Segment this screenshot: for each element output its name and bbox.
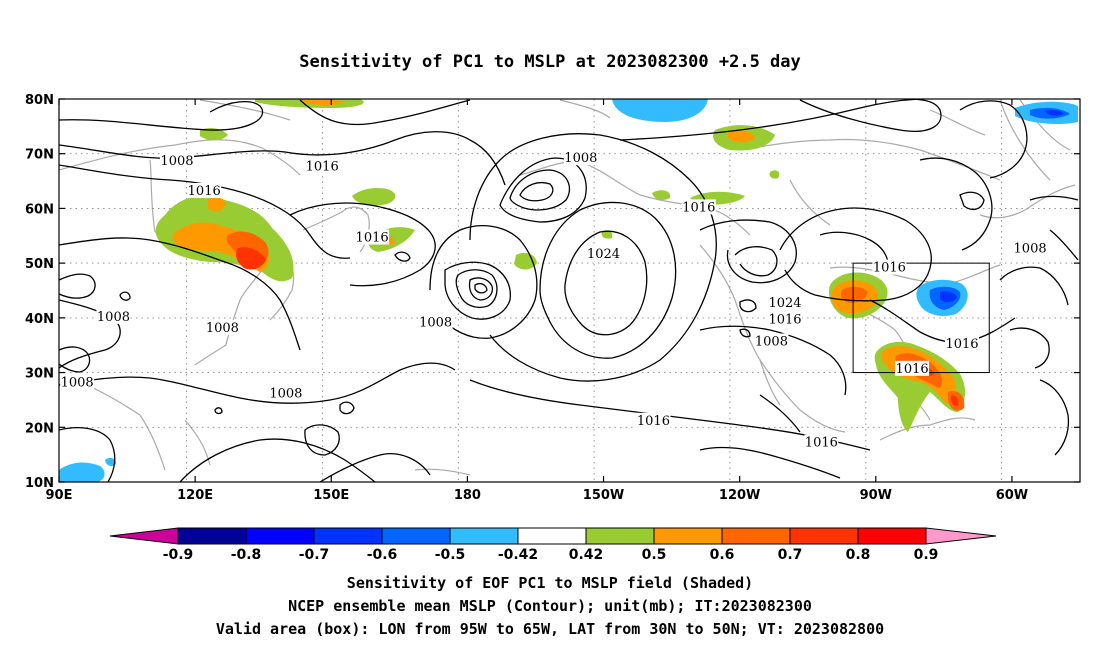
contour-label: 1016: [873, 261, 906, 276]
x-tick-label: 150W: [583, 488, 624, 503]
colorbar: -0.9 -0.8 -0.7 -0.6 -0.5 -0.42 0.42 0.5 0.6 0.7 0.…: [109, 527, 997, 563]
contour-label: 1008: [1014, 241, 1047, 256]
colorbar-label: 0.8: [846, 547, 871, 563]
colorbar-segment: [177, 527, 247, 545]
y-tick-label: 40N: [25, 312, 54, 327]
contour-label: 1008: [269, 386, 302, 401]
footer-line-3: Valid area (box): LON from 95W to 65W, L…: [216, 620, 884, 638]
contour-label-bg: [1013, 240, 1048, 256]
map-frame: [58, 98, 1081, 483]
colorbar-label: 0.7: [778, 547, 803, 563]
grid-lines: [59, 99, 1080, 482]
contour-label: 1016: [945, 337, 978, 352]
contour-label: 1008: [97, 310, 130, 325]
contour-label-bg: [60, 374, 95, 390]
colorbar-label: -0.42: [498, 547, 538, 563]
colorbar-segment: [653, 527, 723, 545]
contour-label-bg: [636, 412, 671, 428]
y-tick-label: 20N: [25, 421, 54, 436]
contour-label-bg: [804, 434, 839, 450]
contour-label: 1016: [768, 313, 801, 328]
x-tick-label: 90W: [860, 488, 892, 503]
y-tick-label: 60N: [25, 202, 54, 217]
contour-label-bg: [768, 295, 803, 311]
colorbar-label: -0.7: [299, 547, 330, 563]
colorbar-label: 0.6: [710, 547, 735, 563]
x-tick-label: 120W: [719, 488, 760, 503]
contour-label: 1008: [61, 376, 94, 391]
contour-label-bg: [418, 314, 453, 330]
colorbar-label: 0.42: [569, 547, 604, 563]
contour-label-bg: [872, 259, 907, 275]
y-tick-label: 50N: [25, 257, 54, 272]
colorbar-label: -0.6: [367, 547, 398, 563]
contour-label-bg: [754, 333, 789, 349]
contour-label: 1008: [419, 315, 452, 330]
contour-label-bg: [895, 360, 930, 376]
contour-label: 1024: [768, 296, 801, 311]
colorbar-label: 0.9: [914, 547, 939, 563]
contour-label-bg: [586, 245, 621, 261]
map-title: Sensitivity of PC1 to MSLP at 2023082300…: [299, 52, 801, 72]
contour-label: 1016: [896, 362, 929, 377]
contour-label-bg: [268, 385, 303, 401]
x-tick-label: 120E: [177, 488, 213, 503]
contour-label: 1008: [755, 334, 788, 349]
colorbar-segment: [381, 527, 451, 545]
contour-label: 1008: [564, 151, 597, 166]
contour-label-bg: [305, 158, 340, 174]
mslp-contours: [59, 99, 1079, 482]
contour-label-bg: [355, 229, 390, 245]
contour-label: 1016: [805, 436, 838, 451]
colorbar-label: -0.9: [163, 547, 194, 563]
footer-line-2: NCEP ensemble mean MSLP (Contour); unit(…: [288, 597, 812, 615]
contour-label: 1016: [188, 184, 221, 199]
y-tick-label: 10N: [25, 476, 54, 491]
colorbar-segment: [585, 527, 655, 545]
y-tick-label: 80N: [25, 93, 54, 108]
y-tick-label: 30N: [25, 367, 54, 382]
axes: 90E 120E 150E 180 150W 120W 90W 60W 80N 70N 60N 50N…: [25, 93, 1080, 503]
contour-label-bg: [187, 183, 222, 199]
colorbar-high-cap: [925, 527, 997, 545]
colorbar-segment: [857, 527, 927, 545]
x-tick-label: 150E: [313, 488, 349, 503]
contour-label-bg: [945, 336, 980, 352]
colorbar-segment: [449, 527, 519, 545]
sensitivity-shading: [59, 99, 1078, 482]
colorbar-segment: [721, 527, 791, 545]
colorbar-segment: [313, 527, 383, 545]
contour-label: 1024: [587, 247, 620, 262]
contour-label: 1008: [206, 321, 239, 336]
colorbar-label: -0.5: [435, 547, 466, 563]
colorbar-low-cap: [109, 527, 179, 545]
contour-labels: 1008 1016 1008 1016 1016 1016 1024 1008 1016 1024…: [60, 150, 1048, 451]
contour-label: 1016: [637, 414, 670, 429]
colorbar-segment: [517, 527, 587, 545]
x-tick-label: 180: [454, 488, 481, 503]
colorbar-segment: [245, 527, 315, 545]
colorbar-label: -0.8: [231, 547, 262, 563]
y-tick-label: 70N: [25, 148, 54, 163]
x-tick-label: 90E: [46, 488, 73, 503]
colorbar-segment: [789, 527, 859, 545]
contour-label: 1016: [306, 159, 339, 174]
contour-label-bg: [159, 152, 194, 168]
contour-label: 1016: [682, 200, 715, 215]
contour-label: 1008: [160, 154, 193, 169]
contour-label-bg: [563, 150, 598, 166]
contour-label-bg: [681, 199, 716, 215]
footer-line-1: Sensitivity of EOF PC1 to MSLP field (Sh…: [347, 574, 753, 592]
contour-label-bg: [768, 311, 803, 327]
colorbar-label: 0.5: [642, 547, 667, 563]
x-tick-label: 60W: [996, 488, 1028, 503]
contour-label-bg: [96, 308, 131, 324]
contour-label-bg: [205, 319, 240, 335]
contour-label: 1016: [356, 231, 389, 246]
